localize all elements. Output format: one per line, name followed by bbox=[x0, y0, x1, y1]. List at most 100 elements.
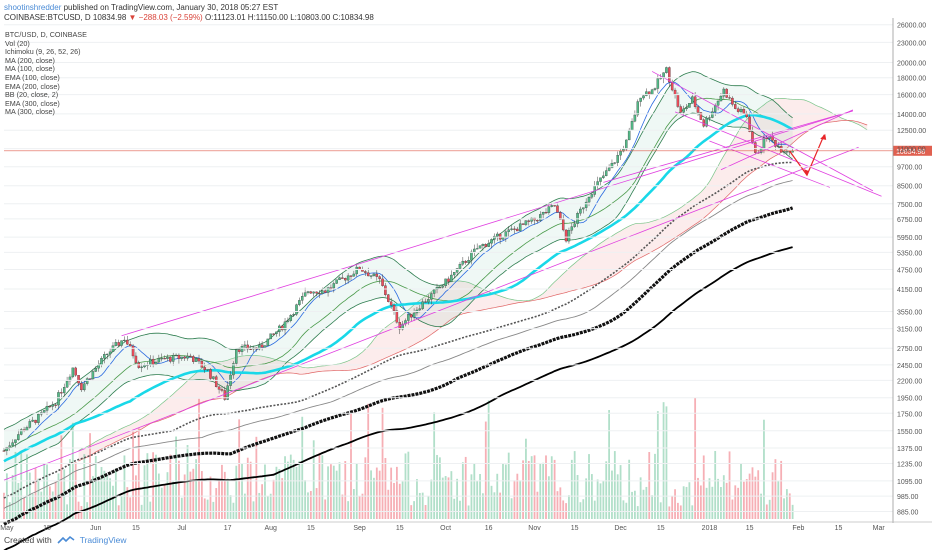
candle[interactable] bbox=[364, 271, 367, 273]
candle[interactable] bbox=[553, 205, 556, 207]
candle[interactable] bbox=[117, 342, 120, 346]
candle[interactable] bbox=[604, 170, 608, 177]
candle[interactable] bbox=[62, 387, 66, 394]
candle[interactable] bbox=[157, 358, 161, 363]
candle[interactable] bbox=[699, 112, 703, 120]
candle[interactable] bbox=[280, 325, 284, 331]
candle[interactable] bbox=[473, 248, 476, 253]
candle[interactable] bbox=[447, 278, 450, 282]
candle[interactable] bbox=[246, 344, 250, 350]
candle[interactable] bbox=[272, 333, 275, 335]
candle[interactable] bbox=[722, 88, 726, 97]
candle[interactable] bbox=[134, 355, 138, 363]
candle[interactable] bbox=[665, 67, 668, 73]
candle[interactable] bbox=[303, 292, 307, 297]
candle[interactable] bbox=[659, 78, 662, 80]
candle[interactable] bbox=[80, 382, 83, 391]
candle[interactable] bbox=[719, 95, 723, 102]
candle[interactable] bbox=[100, 358, 103, 365]
candle[interactable] bbox=[335, 279, 338, 284]
candle[interactable] bbox=[217, 386, 221, 390]
candle[interactable] bbox=[395, 310, 399, 323]
author-name[interactable]: shootinshredder bbox=[4, 3, 62, 12]
candle[interactable] bbox=[387, 294, 390, 302]
candle[interactable] bbox=[169, 356, 172, 362]
candle[interactable] bbox=[774, 140, 777, 147]
candle[interactable] bbox=[596, 181, 599, 186]
candle[interactable] bbox=[418, 308, 422, 311]
candle[interactable] bbox=[407, 314, 410, 321]
candle[interactable] bbox=[484, 244, 488, 247]
candle[interactable] bbox=[306, 291, 310, 293]
candle[interactable] bbox=[57, 392, 60, 406]
candle[interactable] bbox=[691, 96, 694, 104]
candle[interactable] bbox=[249, 348, 252, 350]
candle[interactable] bbox=[186, 355, 189, 359]
legend-item[interactable]: MA (200, close) bbox=[5, 55, 55, 65]
candle[interactable] bbox=[212, 376, 215, 379]
candle[interactable] bbox=[679, 106, 683, 113]
legend-item[interactable]: EMA (200, close) bbox=[5, 81, 60, 91]
candle[interactable] bbox=[490, 239, 493, 244]
candle[interactable] bbox=[561, 219, 565, 231]
candle[interactable] bbox=[111, 345, 115, 352]
candle[interactable] bbox=[25, 427, 29, 431]
candle[interactable] bbox=[355, 266, 358, 275]
candle[interactable] bbox=[300, 296, 304, 301]
candle[interactable] bbox=[579, 208, 582, 214]
candle[interactable] bbox=[180, 356, 184, 359]
candle[interactable] bbox=[298, 300, 301, 305]
legend-item[interactable]: MA (100, close) bbox=[5, 64, 55, 74]
candle[interactable] bbox=[487, 243, 490, 247]
candle[interactable] bbox=[88, 378, 92, 380]
candle[interactable] bbox=[593, 185, 597, 195]
candle[interactable] bbox=[762, 137, 766, 149]
candle[interactable] bbox=[633, 114, 637, 122]
candle[interactable] bbox=[785, 151, 789, 153]
candle[interactable] bbox=[464, 260, 467, 263]
candle[interactable] bbox=[481, 244, 485, 246]
candle[interactable] bbox=[260, 344, 264, 348]
candle[interactable] bbox=[653, 88, 657, 90]
candle[interactable] bbox=[154, 361, 158, 365]
tradingview-brand[interactable]: TradingView bbox=[79, 535, 127, 545]
candle[interactable] bbox=[14, 439, 17, 443]
candle[interactable] bbox=[2, 450, 6, 452]
candle[interactable] bbox=[430, 293, 433, 300]
candle[interactable] bbox=[619, 150, 622, 156]
candle[interactable] bbox=[140, 366, 143, 368]
candle[interactable] bbox=[183, 356, 186, 359]
candle[interactable] bbox=[412, 312, 416, 318]
candle[interactable] bbox=[209, 369, 212, 379]
candle[interactable] bbox=[372, 273, 376, 276]
candle[interactable] bbox=[639, 97, 642, 102]
candle[interactable] bbox=[688, 103, 691, 108]
candle[interactable] bbox=[782, 151, 786, 153]
candle[interactable] bbox=[627, 129, 631, 141]
candle[interactable] bbox=[378, 276, 381, 280]
candle[interactable] bbox=[452, 272, 456, 276]
candle[interactable] bbox=[570, 226, 574, 231]
candle[interactable] bbox=[237, 349, 241, 352]
candle[interactable] bbox=[232, 363, 235, 376]
candle[interactable] bbox=[676, 94, 680, 107]
candle[interactable] bbox=[450, 274, 453, 282]
candle[interactable] bbox=[401, 323, 404, 330]
candle[interactable] bbox=[742, 109, 746, 114]
candle[interactable] bbox=[309, 291, 313, 294]
candle[interactable] bbox=[83, 383, 86, 391]
candle[interactable] bbox=[616, 155, 619, 163]
candle[interactable] bbox=[65, 380, 69, 388]
candle[interactable] bbox=[68, 376, 72, 382]
candle[interactable] bbox=[441, 285, 445, 288]
candle[interactable] bbox=[424, 301, 427, 303]
candle[interactable] bbox=[392, 305, 396, 311]
candle[interactable] bbox=[705, 117, 708, 127]
candle[interactable] bbox=[541, 212, 545, 215]
candle[interactable] bbox=[599, 177, 602, 182]
candle[interactable] bbox=[257, 344, 261, 350]
candle[interactable] bbox=[42, 410, 46, 413]
candle[interactable] bbox=[235, 349, 238, 364]
candle[interactable] bbox=[708, 117, 711, 119]
candle[interactable] bbox=[536, 220, 539, 222]
